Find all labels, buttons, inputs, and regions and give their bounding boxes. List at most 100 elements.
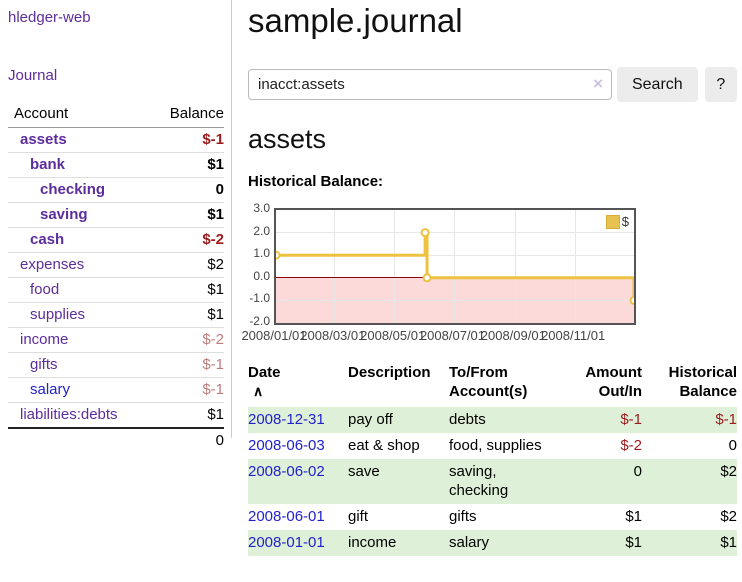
search-form: × Search ? bbox=[248, 67, 737, 102]
account-link-food[interactable]: food bbox=[30, 281, 60, 298]
x-axis-label: 2008/01/01 bbox=[241, 328, 307, 343]
transaction-date-link[interactable]: 2008-12-31 bbox=[248, 411, 325, 428]
v-gridline bbox=[454, 210, 455, 323]
chart-title: Historical Balance: bbox=[248, 173, 384, 190]
transaction-balance: $2 bbox=[642, 459, 737, 504]
transaction-amount: $1 bbox=[625, 508, 642, 525]
account-link-supplies[interactable]: supplies bbox=[30, 306, 86, 323]
v-gridline bbox=[334, 210, 336, 323]
transaction-balance: $-1 bbox=[642, 407, 737, 433]
account-row: checking 0 bbox=[8, 177, 224, 203]
transaction-date-link[interactable]: 2008-06-03 bbox=[248, 437, 325, 454]
transaction-accounts: food, supplies bbox=[449, 437, 542, 454]
account-link-saving[interactable]: saving bbox=[40, 206, 88, 223]
account-row: bank $1 bbox=[8, 152, 224, 178]
register-table: Date ∧ Description To/From Account(s) Amo… bbox=[248, 359, 737, 556]
transaction-date-link[interactable]: 2008-06-01 bbox=[248, 508, 325, 525]
help-button[interactable]: ? bbox=[704, 67, 737, 102]
transaction-description: eat & shop bbox=[348, 437, 420, 454]
account-row: expenses $2 bbox=[8, 252, 224, 278]
h-gridline bbox=[276, 254, 634, 256]
account-link-gifts[interactable]: gifts bbox=[30, 356, 58, 373]
transaction-row: 2008-12-31 pay off debts $-1 $-1 bbox=[248, 407, 737, 433]
account-balance: $1 bbox=[147, 302, 224, 328]
transaction-description: income bbox=[348, 530, 449, 556]
account-heading: assets bbox=[248, 124, 327, 154]
transaction-description: save bbox=[348, 459, 449, 504]
accounts-total-balance: 0 bbox=[147, 427, 224, 453]
main-content: sample.journal × Search ? assets Histori… bbox=[241, 0, 737, 582]
app-title-link[interactable]: hledger-web bbox=[8, 9, 91, 26]
account-link-bank[interactable]: bank bbox=[30, 156, 66, 173]
account-link-salary[interactable]: salary bbox=[30, 381, 71, 398]
account-balance: $1 bbox=[147, 277, 224, 303]
account-balance: 0 bbox=[147, 177, 224, 203]
legend-series-swatch bbox=[605, 214, 620, 229]
account-row: food $1 bbox=[8, 277, 224, 303]
balance-step-line bbox=[276, 228, 634, 305]
account-balance: $-2 bbox=[147, 227, 224, 253]
transaction-accounts: saving, checking bbox=[449, 459, 561, 504]
transaction-date-link[interactable]: 2008-06-02 bbox=[248, 463, 325, 480]
account-link-liabilities-debts[interactable]: liabilities:debts bbox=[20, 406, 118, 423]
register-header-balance: Historical Balance bbox=[668, 364, 737, 400]
sidebar-item-journal[interactable]: Journal bbox=[8, 67, 58, 84]
sidebar: hledger-web Journal Account Balance asse… bbox=[0, 0, 232, 453]
register-section: Date ∧ Description To/From Account(s) Amo… bbox=[248, 359, 737, 556]
transaction-row: 2008-06-01 gift gifts $1 $2 bbox=[248, 504, 737, 530]
register-header-amount: Amount Out/In bbox=[585, 364, 642, 400]
transaction-date-link[interactable]: 2008-01-01 bbox=[248, 534, 325, 551]
y-axis-label: 2.0 bbox=[253, 223, 270, 238]
transaction-description: pay off bbox=[348, 407, 449, 433]
transaction-balance: 0 bbox=[728, 437, 737, 454]
account-row: assets $-1 bbox=[8, 127, 224, 153]
account-balance: $1 bbox=[147, 152, 224, 178]
account-row: salary $-1 bbox=[8, 377, 224, 403]
account-balance: $-1 bbox=[147, 377, 224, 403]
account-link-assets[interactable]: assets bbox=[20, 131, 67, 148]
account-balance: $-1 bbox=[147, 352, 224, 378]
register-header-row: Date ∧ Description To/From Account(s) Amo… bbox=[248, 359, 737, 407]
accounts-total-row: 0 bbox=[8, 427, 224, 453]
account-link-income[interactable]: income bbox=[20, 331, 69, 348]
account-link-expenses[interactable]: expenses bbox=[20, 256, 85, 273]
transaction-row: 2008-06-02 save saving, checking 0 $2 bbox=[248, 459, 737, 504]
account-balance: $1 bbox=[147, 402, 224, 429]
account-balance: $-2 bbox=[147, 327, 224, 353]
register-header-date[interactable]: Date ∧ bbox=[248, 359, 348, 407]
account-link-checking[interactable]: checking bbox=[40, 181, 106, 198]
historical-balance-chart: 2008/11/01 2008/09/01 2008/07/01 2008/05/01… bbox=[241, 200, 688, 348]
chart-legend: $ bbox=[605, 214, 629, 229]
transaction-description: gift bbox=[348, 508, 369, 525]
account-balance: $2 bbox=[147, 252, 224, 278]
register-header-accounts: To/From Account(s) bbox=[449, 364, 528, 400]
account-row: saving $1 bbox=[8, 202, 224, 228]
y-axis-label: 0.0 bbox=[253, 268, 270, 283]
account-row: liabilities:debts $1 bbox=[8, 402, 224, 429]
account-balance: $-1 bbox=[147, 127, 224, 153]
h-gridline bbox=[276, 299, 634, 301]
transaction-amount: $-2 bbox=[620, 437, 642, 454]
y-axis-label: -2.0 bbox=[249, 314, 270, 328]
v-gridline bbox=[574, 210, 576, 323]
account-row: gifts $-1 bbox=[8, 352, 224, 378]
clear-search-icon[interactable]: × bbox=[593, 74, 603, 93]
page-title: sample.journal bbox=[248, 2, 463, 39]
account-link-cash[interactable]: cash bbox=[30, 231, 65, 248]
accounts-table: Account Balance assets $-1 bank $1 check… bbox=[8, 103, 224, 453]
transaction-row: 2008-06-03 eat & shop food, supplies $-2… bbox=[248, 433, 737, 459]
v-gridline bbox=[394, 210, 396, 323]
accounts-table-header-balance: Balance bbox=[147, 103, 224, 128]
transaction-accounts: gifts bbox=[449, 508, 477, 525]
transaction-accounts: debts bbox=[449, 407, 561, 433]
transaction-amount: $1 bbox=[561, 530, 642, 556]
v-gridline bbox=[514, 210, 516, 323]
h-gridline bbox=[276, 232, 634, 234]
y-axis-label: 3.0 bbox=[253, 201, 270, 215]
x-axis-label: 2008/11/01 bbox=[541, 328, 606, 343]
chart-plot-area: $ bbox=[274, 208, 636, 325]
search-input[interactable] bbox=[248, 69, 612, 100]
search-button[interactable]: Search bbox=[617, 67, 698, 102]
y-axis-label: 1.0 bbox=[253, 246, 270, 261]
transaction-amount: 0 bbox=[561, 459, 642, 504]
